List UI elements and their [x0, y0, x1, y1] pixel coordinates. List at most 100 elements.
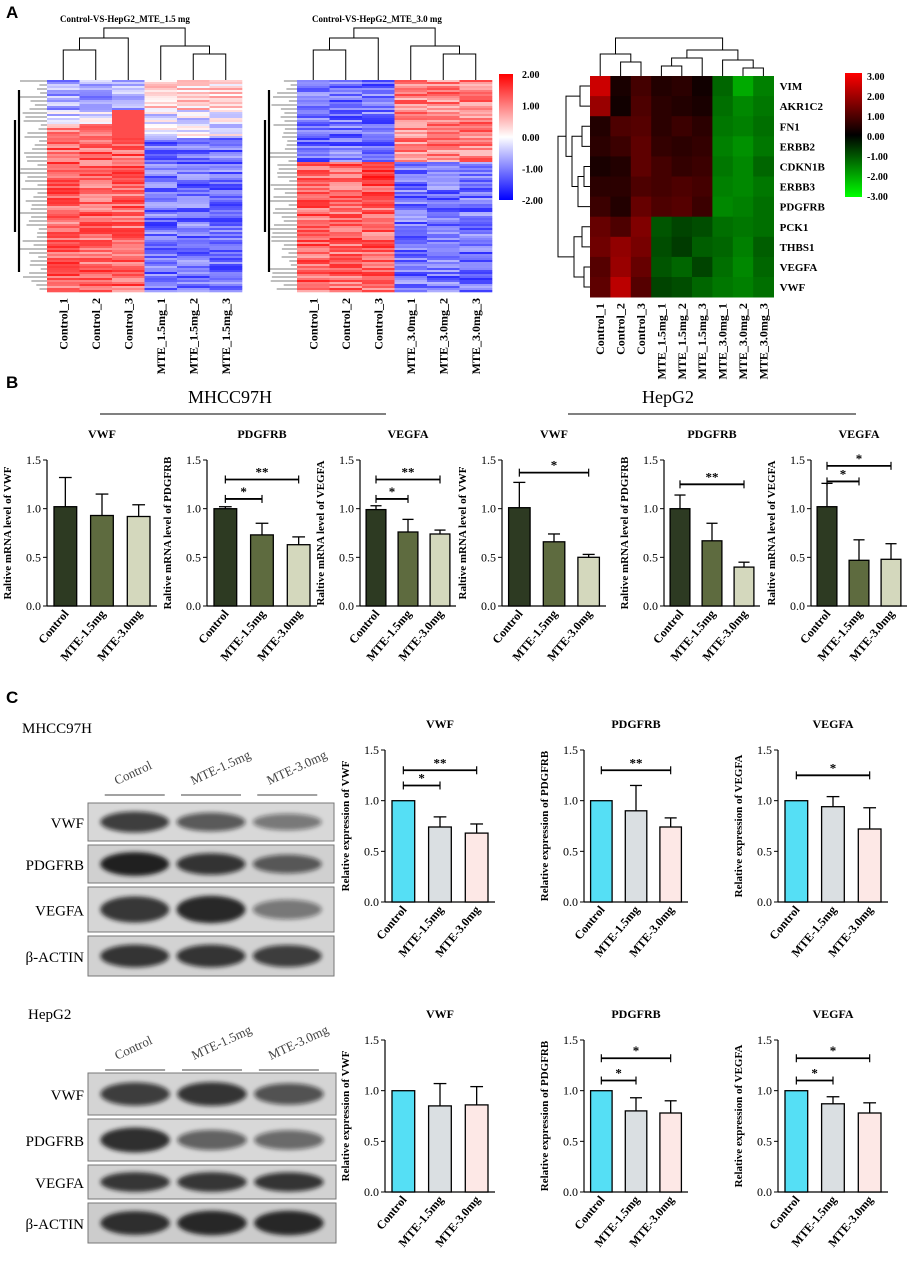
- gene-heatmap-cell: [590, 156, 611, 177]
- heatmap-cell: [112, 88, 145, 91]
- heatmap-cell: [79, 290, 113, 293]
- heatmap-cell: [112, 228, 145, 231]
- heatmap-cell: [47, 166, 80, 169]
- gene-label: FN1: [780, 121, 800, 133]
- heatmap-cell: [394, 130, 428, 133]
- heatmap-cell: [112, 156, 145, 159]
- significance-marker: *: [240, 484, 247, 499]
- heatmap-cell: [47, 210, 80, 213]
- heatmap-cell: [394, 138, 428, 141]
- y-tick-label: 0.0: [643, 599, 658, 613]
- panel-label-c: C: [6, 688, 18, 707]
- heatmap-cell: [47, 188, 80, 191]
- heatmap-cell: [79, 214, 113, 217]
- heatmap-cell: [47, 246, 80, 249]
- heatmap-cell: [329, 264, 363, 267]
- heatmap-cell: [47, 160, 80, 163]
- bar: [784, 800, 809, 903]
- gene-heatmap-cell: [610, 277, 632, 298]
- heatmap-cell: [459, 100, 493, 103]
- heatmap-cell: [362, 228, 395, 231]
- bar: [542, 541, 566, 607]
- heatmap-cell: [329, 94, 363, 97]
- heatmap-cell: [209, 248, 243, 251]
- heatmap-2-cells: [297, 80, 493, 293]
- heatmap-cell: [79, 192, 113, 195]
- heatmap-cell: [329, 152, 363, 155]
- heatmap-cell: [177, 140, 210, 143]
- heatmap-cell: [362, 102, 395, 105]
- heatmap-cell: [112, 198, 145, 201]
- heatmap-cell: [427, 232, 460, 235]
- heatmap-cell: [177, 238, 210, 241]
- heatmap-cell: [297, 208, 330, 211]
- heatmap-cell: [297, 96, 330, 99]
- bar: [213, 508, 238, 607]
- significance-marker: *: [840, 466, 847, 481]
- heatmap-cell: [144, 88, 178, 91]
- y-tick-label: 0.5: [364, 844, 379, 858]
- heatmap-cell: [394, 212, 428, 215]
- heatmap-cell: [459, 182, 493, 185]
- heatmap-cell: [427, 216, 460, 219]
- heatmap-cell: [209, 94, 243, 97]
- heatmap-cell: [144, 152, 178, 155]
- heatmap-cell: [329, 202, 363, 205]
- heatmap-cell: [329, 82, 363, 85]
- heatmap-cell: [177, 212, 210, 215]
- heatmap-cell: [79, 202, 113, 205]
- heatmap-cell: [144, 158, 178, 161]
- heatmap-cell: [144, 206, 178, 209]
- heatmap-cell: [177, 84, 210, 87]
- heatmap-cell: [329, 282, 363, 285]
- heatmap-cell: [209, 284, 243, 287]
- heatmap-cell: [394, 252, 428, 255]
- heatmap-cell: [297, 186, 330, 189]
- heatmap-cell: [394, 160, 428, 163]
- heatmap-cell: [297, 178, 330, 181]
- heatmap-cell: [209, 178, 243, 181]
- heatmap-cell: [79, 126, 113, 129]
- heatmap-cell: [47, 248, 80, 251]
- heatmap-cell: [47, 162, 80, 165]
- heatmap-cell: [427, 236, 460, 239]
- heatmap-cell: [47, 208, 80, 211]
- heatmap-cell: [209, 160, 243, 163]
- heatmap-cell: [459, 278, 493, 281]
- heatmap-cell: [79, 88, 113, 91]
- y-tick-label: 0.5: [757, 1134, 772, 1148]
- heatmap-cell: [79, 140, 113, 143]
- heatmap-cell: [329, 256, 363, 259]
- heatmap-cell: [209, 228, 243, 231]
- heatmap-cell: [79, 198, 113, 201]
- heatmap-cell: [209, 170, 243, 173]
- heatmap-cell: [177, 234, 210, 237]
- heatmap-cell: [209, 126, 243, 129]
- heatmap-cell: [427, 150, 460, 153]
- heatmap-cell: [209, 226, 243, 229]
- heatmap-cell: [79, 184, 113, 187]
- heatmap-cell: [297, 122, 330, 125]
- y-tick-label: 0.5: [563, 1134, 578, 1148]
- heatmap-cell: [297, 146, 330, 149]
- y-tick-label: 1.5: [481, 453, 496, 467]
- y-tick-label: 1.5: [563, 1033, 578, 1047]
- heatmap-cell: [47, 132, 80, 135]
- heatmap-cell: [394, 258, 428, 261]
- heatmap-cell: [112, 184, 145, 187]
- heatmap-cell: [144, 240, 178, 243]
- heatmap-cell: [459, 262, 493, 265]
- heatmap-cell: [47, 204, 80, 207]
- heatmap-cell: [362, 114, 395, 117]
- heatmap-cell: [112, 92, 145, 95]
- heatmap-cell: [297, 128, 330, 131]
- heatmap-cell: [297, 272, 330, 275]
- heatmap-cell: [394, 108, 428, 111]
- heatmap-cell: [394, 196, 428, 199]
- heatmap-cell: [209, 206, 243, 209]
- heatmap-cell: [112, 248, 145, 251]
- heatmap-cell: [329, 226, 363, 229]
- heatmap-cell: [394, 156, 428, 159]
- heatmap-cell: [427, 138, 460, 141]
